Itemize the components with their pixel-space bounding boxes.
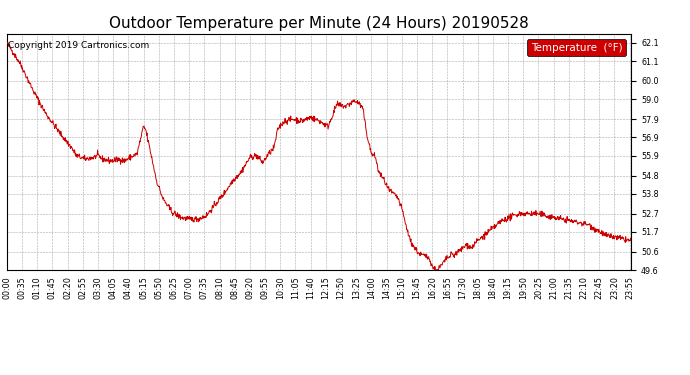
Title: Outdoor Temperature per Minute (24 Hours) 20190528: Outdoor Temperature per Minute (24 Hours…	[109, 16, 529, 31]
Legend: Temperature  (°F): Temperature (°F)	[527, 39, 626, 56]
Text: Copyright 2019 Cartronics.com: Copyright 2019 Cartronics.com	[8, 41, 150, 50]
